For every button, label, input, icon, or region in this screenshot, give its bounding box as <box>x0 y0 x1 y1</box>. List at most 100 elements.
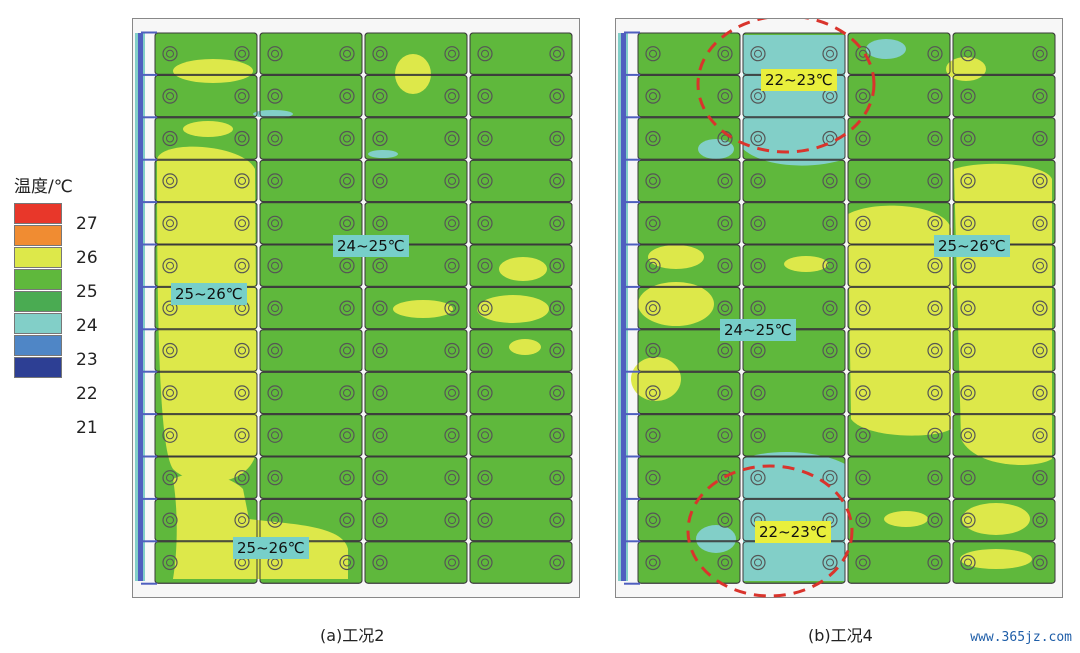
panel-a-terminal <box>372 88 388 104</box>
panel-a-terminal-inner <box>238 473 246 482</box>
panel-b-terminal-inner <box>826 388 834 397</box>
legend-tick-26: 26 <box>76 248 98 268</box>
panel-a-terminal-inner <box>553 261 561 270</box>
panel-b-terminal <box>750 130 766 147</box>
panel-b-terminal-inner <box>964 558 972 567</box>
panel-a-terminal <box>234 88 250 104</box>
panel-b-terminal <box>717 215 733 231</box>
legend-swatch-25 <box>14 247 62 268</box>
panel-a-cell-border <box>469 159 573 203</box>
panel-b-terminal-inner <box>754 558 762 567</box>
panel-a-terminal-inner <box>166 431 174 440</box>
panel-b-terminal-inner <box>826 92 834 101</box>
panel-b-terminal <box>855 173 871 189</box>
panel-a-terminal <box>234 342 250 359</box>
legend-tick-24: 24 <box>76 316 98 336</box>
panel-b-terminal-inner <box>1036 431 1044 440</box>
panel-a-terminal-inner <box>238 558 246 567</box>
panel-a-cell-border <box>469 117 573 160</box>
panel-b-terminal-inner <box>1036 558 1044 567</box>
panel-a-terminal-inner <box>481 516 489 525</box>
panel-a-cell-border <box>364 329 468 372</box>
panel-a-cell-border <box>469 329 573 372</box>
panel-a-terminal <box>444 46 460 62</box>
legend-tick-23: 23 <box>76 350 98 370</box>
panel-b-terminal-inner <box>1036 388 1044 397</box>
panel-b-terminal-inner <box>1036 219 1044 228</box>
panel-b-terminal <box>1032 88 1048 104</box>
panel-b-terminal-inner <box>859 473 867 482</box>
panel-a-terminal <box>477 300 493 316</box>
panel-a-terminal-inner <box>481 134 489 143</box>
panel-b-terminal-inner <box>964 219 972 228</box>
panel-b-cell-border <box>847 456 951 499</box>
panel-a-terminal-inner <box>376 176 384 185</box>
panel-b-terminal-inner <box>754 431 762 440</box>
panel-a-cell-border <box>364 74 468 118</box>
panel-a-cell-border <box>154 202 258 245</box>
panel-b-cell-border <box>952 371 1056 415</box>
panel-a-cell-border <box>364 498 468 542</box>
legend-swatch-21 <box>14 335 62 356</box>
panel-a-terminal <box>162 215 178 231</box>
panel-b-terminal-inner <box>859 219 867 228</box>
panel-b-cell-border <box>847 329 951 372</box>
panel-a-terminal <box>477 470 493 486</box>
panel-b-terminal <box>960 300 976 316</box>
panel-a-terminal-inner <box>376 304 384 313</box>
panel-b-terminal-inner <box>649 304 657 313</box>
panel-a-terminal-inner <box>343 431 351 440</box>
panel-b-terminal <box>960 512 976 528</box>
panel-b-terminal-inner <box>649 431 657 440</box>
panel-a-hotspot <box>477 295 549 323</box>
temperature-legend: 温度/℃ 27 26 25 24 23 22 21 <box>0 0 130 460</box>
panel-b-terminal <box>1032 300 1048 316</box>
panel-b-cell <box>742 202 846 245</box>
panel-b-terminal-inner <box>1036 49 1044 58</box>
panel-b-terminal <box>822 342 838 359</box>
panel-b-label-top: 22~23℃ <box>761 69 837 91</box>
panel-a-cell <box>259 32 363 75</box>
panel-a-terminal <box>444 300 460 316</box>
panel-a-manifold <box>138 33 143 581</box>
panel-b-terminal-inner <box>649 346 657 355</box>
panel-b-terminal-inner <box>826 176 834 185</box>
panel-b-cell <box>637 414 741 457</box>
panel-a-cell <box>469 498 573 542</box>
panel-a-terminal <box>162 258 178 274</box>
panel-a-terminal <box>372 215 388 231</box>
panel-b-terminal-inner <box>649 516 657 525</box>
panel-b-terminal-inner <box>859 134 867 143</box>
panel-a-hotspot <box>509 339 541 355</box>
panel-b-label-bottom: 22~23℃ <box>755 521 831 543</box>
panel-a-terminal <box>339 470 355 486</box>
panel-b-hotspot <box>848 205 951 436</box>
panel-a-terminal-inner <box>166 304 174 313</box>
panel-a-terminal <box>162 470 178 486</box>
panel-b-cell <box>952 74 1056 118</box>
panel-b-terminal-inner <box>721 346 729 355</box>
panel-b-hotspot <box>960 549 1032 569</box>
panel-a-cell-border <box>469 286 573 330</box>
panel-a-hotspot <box>393 300 453 318</box>
panel-a-terminal-inner <box>553 516 561 525</box>
panel-a-terminal <box>372 470 388 486</box>
panel-b-terminal-inner <box>859 92 867 101</box>
panel-b-terminal-inner <box>1036 92 1044 101</box>
panel-a-cell-border <box>259 541 363 584</box>
panel-a-terminal <box>549 173 565 189</box>
panel-b-terminal-inner <box>931 261 939 270</box>
panel-a-terminal-inner <box>343 558 351 567</box>
panel-b-terminal <box>855 470 871 486</box>
panel-b-terminal-inner <box>931 219 939 228</box>
panel-b-terminal-inner <box>931 134 939 143</box>
panel-b-terminal-inner <box>859 516 867 525</box>
panel-a-terminal <box>549 427 565 443</box>
panel-b-cell-border <box>847 202 951 245</box>
panel-b-terminal <box>750 385 766 401</box>
panel-a-terminal <box>234 173 250 189</box>
panel-a-terminal <box>549 342 565 359</box>
panel-b-cell-border <box>952 329 1056 372</box>
panel-a-terminal <box>162 427 178 443</box>
panel-a-terminal <box>267 88 283 104</box>
